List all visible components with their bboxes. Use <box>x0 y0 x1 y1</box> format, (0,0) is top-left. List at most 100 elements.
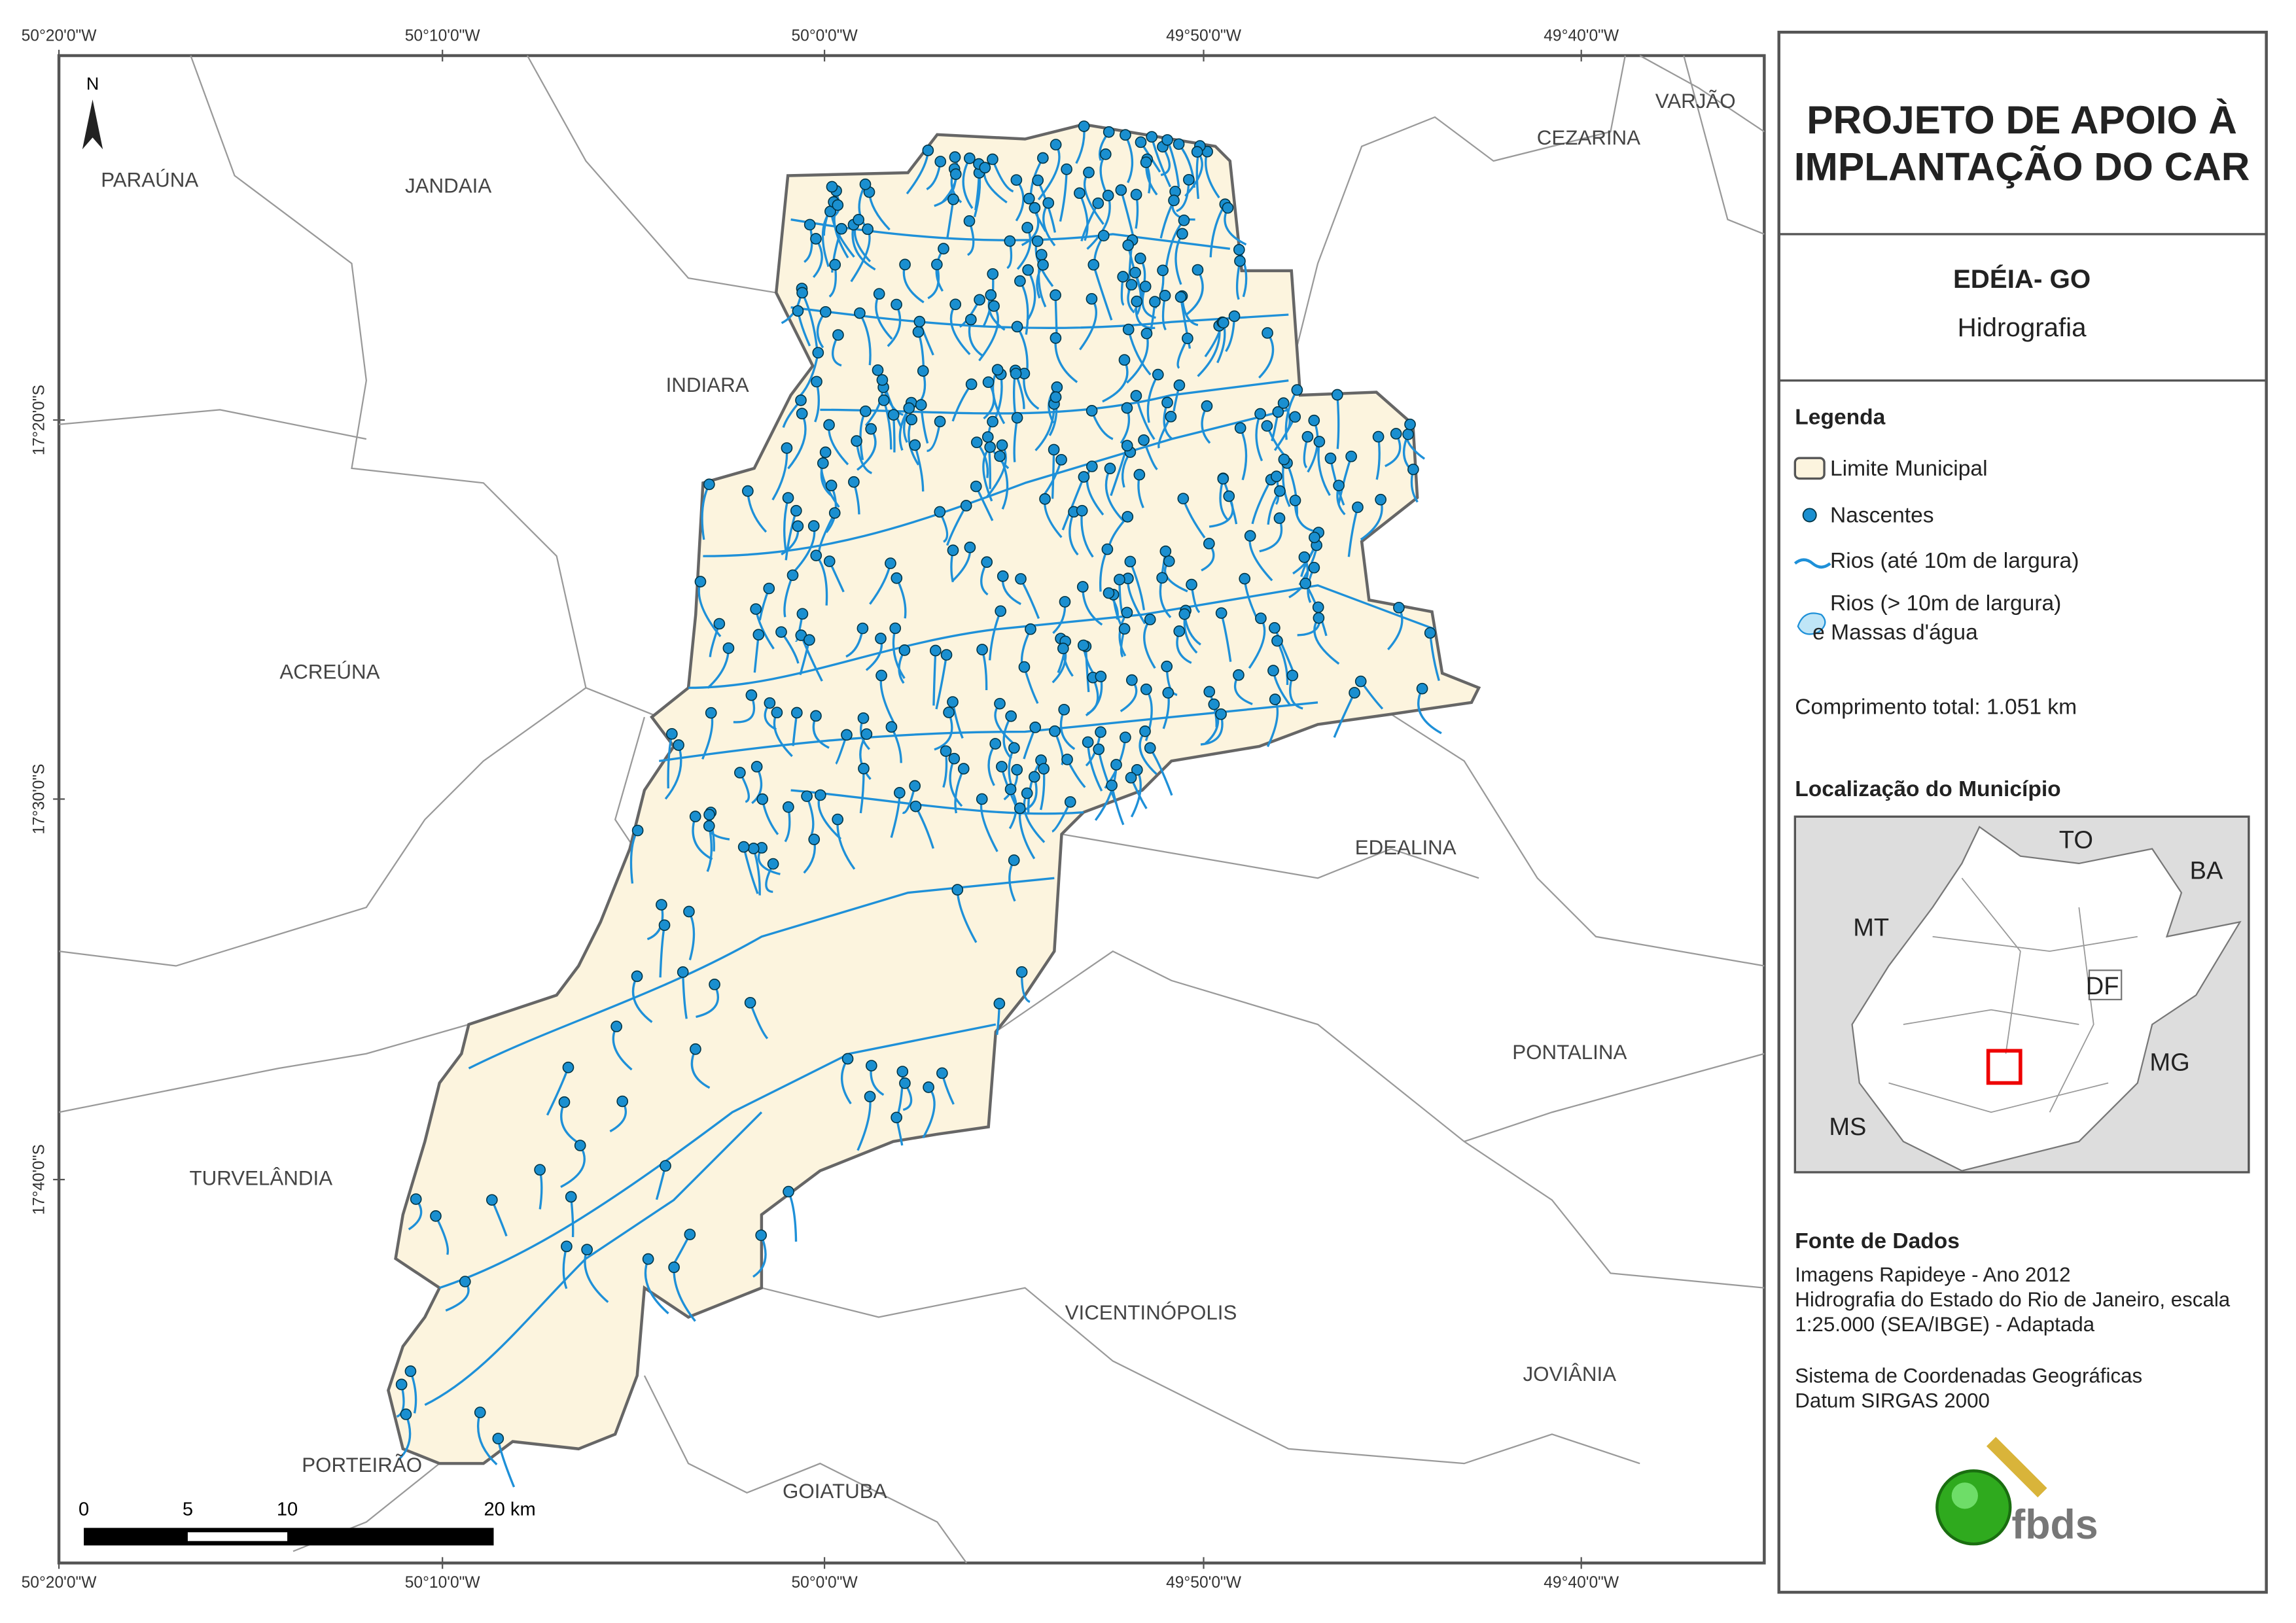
spring <box>1354 675 1367 688</box>
scale-label: 20 km <box>484 1499 536 1520</box>
logo-bar <box>1986 1437 2047 1498</box>
spring <box>819 305 832 318</box>
spring <box>1352 501 1364 514</box>
spring <box>1239 572 1251 585</box>
spring <box>1138 434 1150 446</box>
spring <box>1228 310 1241 323</box>
spring <box>1244 530 1256 542</box>
spring <box>1144 742 1156 754</box>
df-outline <box>2088 969 2123 1001</box>
spring <box>965 313 977 326</box>
spring <box>970 480 982 493</box>
spring <box>1078 120 1090 132</box>
spring <box>1416 682 1428 695</box>
river <box>949 758 963 807</box>
location-marker <box>1986 1049 2022 1085</box>
spring <box>404 1365 417 1377</box>
municipality-label: VARJÃO <box>1655 90 1736 113</box>
spring <box>767 858 779 870</box>
spring <box>703 820 715 832</box>
spring <box>1271 635 1283 647</box>
longitude-label: 50°0'0"W <box>791 1574 858 1592</box>
spring <box>934 156 947 167</box>
spring <box>1191 146 1203 158</box>
spring <box>1115 184 1127 196</box>
spring <box>1010 174 1023 186</box>
spring <box>752 629 765 641</box>
spring <box>1106 779 1118 792</box>
north-arrow <box>82 99 103 150</box>
spring <box>1222 201 1234 214</box>
spring <box>873 288 885 300</box>
spring <box>1134 253 1146 264</box>
spring <box>1086 292 1098 305</box>
spring <box>987 268 999 280</box>
municipality-label: GOIATUBA <box>783 1480 887 1503</box>
spring <box>558 1096 571 1108</box>
spring <box>917 365 929 377</box>
spring <box>810 233 822 245</box>
spring <box>1122 239 1135 251</box>
spring <box>1159 545 1172 557</box>
spring <box>1234 422 1246 434</box>
inset-label: BA <box>2190 857 2223 884</box>
spring <box>929 644 942 657</box>
spring <box>1125 771 1137 784</box>
spring <box>1173 625 1186 637</box>
spring <box>1114 574 1125 585</box>
spring <box>1135 136 1147 148</box>
municipality-label: PARAÚNA <box>101 169 198 192</box>
longitude-label: 50°10'0"W <box>405 1574 481 1592</box>
spring <box>1011 763 1023 776</box>
spring <box>1117 271 1129 283</box>
spring <box>1333 480 1345 491</box>
spring <box>1208 698 1220 710</box>
spring <box>1349 687 1360 699</box>
legend-item: e Massas d'água <box>1812 621 1978 645</box>
spring <box>817 457 829 469</box>
panel-title: PROJETO DE APOIO À <box>1807 97 2237 142</box>
spring <box>826 181 838 193</box>
spring <box>1178 214 1190 226</box>
spring <box>896 1066 909 1077</box>
spring <box>994 450 1006 462</box>
spring <box>965 378 978 391</box>
spring <box>1095 726 1106 738</box>
spring <box>1223 490 1235 502</box>
spring <box>963 215 976 227</box>
spring <box>1050 391 1062 403</box>
spring <box>1124 555 1137 568</box>
river <box>644 1259 669 1315</box>
spring <box>1099 148 1112 160</box>
legend-symbol <box>1797 612 1826 635</box>
spring <box>1140 327 1153 340</box>
spring <box>891 298 902 311</box>
inset-label: DF <box>2086 973 2119 1000</box>
spring <box>1038 763 1050 775</box>
spring <box>949 298 962 311</box>
total-length: Comprimento total: 1.051 km <box>1795 695 2077 720</box>
spring <box>989 738 1002 750</box>
spring <box>616 1095 629 1108</box>
spring <box>915 399 927 411</box>
scale-label: 0 <box>79 1499 89 1520</box>
rivers <box>396 126 1442 1488</box>
spring <box>859 178 872 190</box>
municipal-borders <box>58 55 1765 1563</box>
spring <box>1157 264 1169 277</box>
legend-item: Nascentes <box>1830 504 1934 528</box>
spring <box>988 300 1000 312</box>
spring <box>1313 436 1326 447</box>
spring <box>1308 414 1320 427</box>
spring <box>1301 430 1314 443</box>
spring <box>841 729 853 741</box>
spring <box>885 721 898 733</box>
municipality-label: CEZARINA <box>1537 126 1640 149</box>
spring <box>997 570 1009 582</box>
spring <box>1102 190 1114 201</box>
spring <box>755 1229 768 1242</box>
spring <box>1032 174 1044 186</box>
longitude-label: 50°0'0"W <box>791 27 858 44</box>
scale-label: 5 <box>183 1499 193 1520</box>
spring <box>430 1210 442 1222</box>
